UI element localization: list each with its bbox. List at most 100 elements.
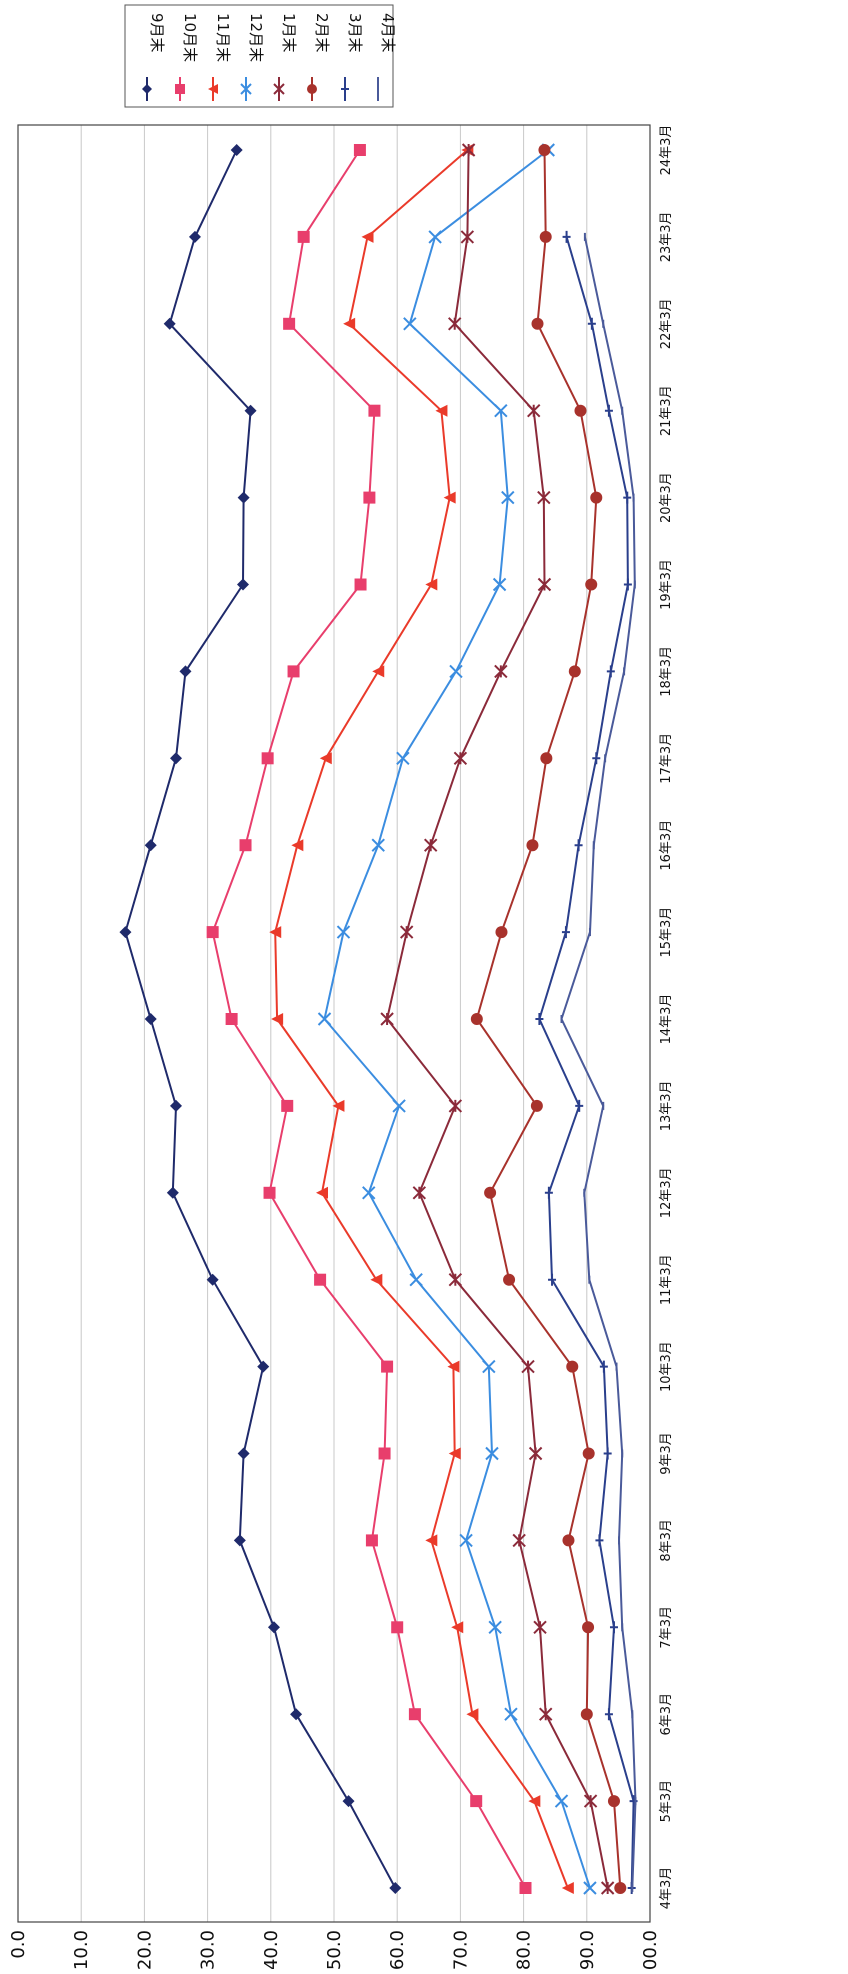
data-point	[592, 752, 601, 765]
data-point	[443, 491, 456, 504]
legend-item: 12月末	[240, 13, 265, 101]
data-point	[396, 751, 410, 766]
data-point	[449, 664, 463, 679]
legend-item: 3月末	[341, 13, 364, 101]
data-point	[583, 1881, 597, 1895]
data-point	[408, 1708, 421, 1721]
data-point	[236, 578, 249, 591]
data-point	[188, 230, 201, 243]
y-tick-label: 10.0	[71, 1930, 92, 1969]
data-point	[435, 404, 448, 417]
y-tick-label: 20.0	[134, 1930, 155, 1969]
data-point	[372, 665, 385, 678]
legend-label: 11月末	[214, 13, 232, 62]
data-point	[271, 1013, 284, 1025]
data-point	[599, 1360, 608, 1373]
data-point	[609, 1621, 618, 1634]
legend-item: 11月末	[208, 13, 232, 101]
x-tick-label: 14年3月	[659, 994, 674, 1045]
series-8	[560, 232, 637, 1892]
data-point	[604, 404, 613, 417]
data-point	[568, 665, 581, 678]
legend-label: 2月末	[313, 13, 331, 53]
data-point	[623, 491, 632, 504]
series-1	[119, 144, 402, 1894]
data-point	[538, 144, 551, 156]
data-point	[336, 925, 351, 939]
y-tick-label: 40.0	[261, 1930, 282, 1969]
x-tick-label: 6年3月	[659, 1693, 674, 1736]
plot-area-frame	[17, 124, 651, 1923]
data-point	[623, 578, 632, 591]
legend-item: 1月末	[273, 13, 298, 101]
y-tick-label: 60.0	[387, 1930, 408, 1969]
x-tick-label: 15年3月	[659, 907, 674, 958]
data-point	[562, 1534, 575, 1547]
x-tick-label: 16年3月	[659, 820, 674, 871]
data-point	[240, 83, 252, 95]
data-point	[230, 144, 243, 156]
data-point	[425, 578, 438, 591]
data-point	[540, 752, 553, 765]
data-point	[307, 84, 317, 94]
data-point	[494, 403, 508, 418]
data-point	[603, 1447, 612, 1460]
data-point	[119, 926, 132, 939]
legend-label: 1月末	[280, 13, 298, 53]
data-point	[600, 1881, 615, 1895]
data-point	[412, 1186, 427, 1200]
legend-label: 10月末	[181, 13, 199, 62]
data-point	[179, 665, 192, 678]
data-point	[494, 664, 508, 679]
legend-label: 9月末	[148, 13, 166, 53]
data-point	[521, 1359, 535, 1374]
x-tick-label: 13年3月	[659, 1080, 674, 1131]
data-point	[528, 1446, 543, 1461]
x-tick-label: 17年3月	[659, 733, 674, 784]
data-point	[614, 1882, 627, 1894]
data-point	[281, 1099, 294, 1112]
data-point	[403, 317, 417, 331]
data-point	[451, 1621, 464, 1634]
data-point	[587, 317, 596, 330]
series-5	[380, 143, 615, 1895]
data-point	[392, 1099, 406, 1113]
data-point	[528, 1795, 541, 1808]
data-point	[314, 1273, 327, 1286]
data-point	[533, 1620, 547, 1635]
data-point	[332, 1099, 345, 1112]
data-point	[448, 1447, 461, 1460]
data-point	[448, 1099, 463, 1113]
data-point	[362, 1186, 376, 1200]
data-point	[447, 1360, 460, 1373]
data-point	[239, 839, 252, 852]
data-point	[484, 1186, 497, 1199]
data-point	[354, 578, 367, 591]
data-point	[512, 1533, 526, 1548]
data-point	[448, 1272, 463, 1287]
series-7	[535, 230, 638, 1894]
data-point	[206, 926, 219, 939]
data-point	[448, 317, 462, 331]
legend-label: 4月末	[379, 13, 397, 53]
data-point	[554, 1794, 569, 1808]
data-point	[582, 1621, 595, 1634]
data-point	[343, 317, 356, 330]
data-point	[371, 838, 385, 852]
data-point	[531, 317, 544, 330]
data-point	[170, 1099, 182, 1112]
data-point	[391, 1621, 404, 1634]
data-point	[607, 1795, 620, 1808]
x-tick-label: 19年3月	[659, 559, 674, 610]
legend: 9月末 10月末 11月末 12月末 1月末 2月末 3月末 4月末	[124, 4, 397, 108]
data-point	[595, 1534, 604, 1547]
legend-label: 12月末	[247, 13, 265, 62]
x-tick-label: 22年3月	[659, 298, 674, 349]
x-tick-label: 8年3月	[659, 1519, 674, 1562]
series-line	[538, 236, 635, 1889]
data-point	[585, 578, 598, 591]
data-point	[363, 491, 376, 504]
data-point	[409, 1272, 423, 1287]
x-tick-label: 7年3月	[659, 1606, 674, 1649]
x-tick-label: 10年3月	[659, 1341, 674, 1392]
